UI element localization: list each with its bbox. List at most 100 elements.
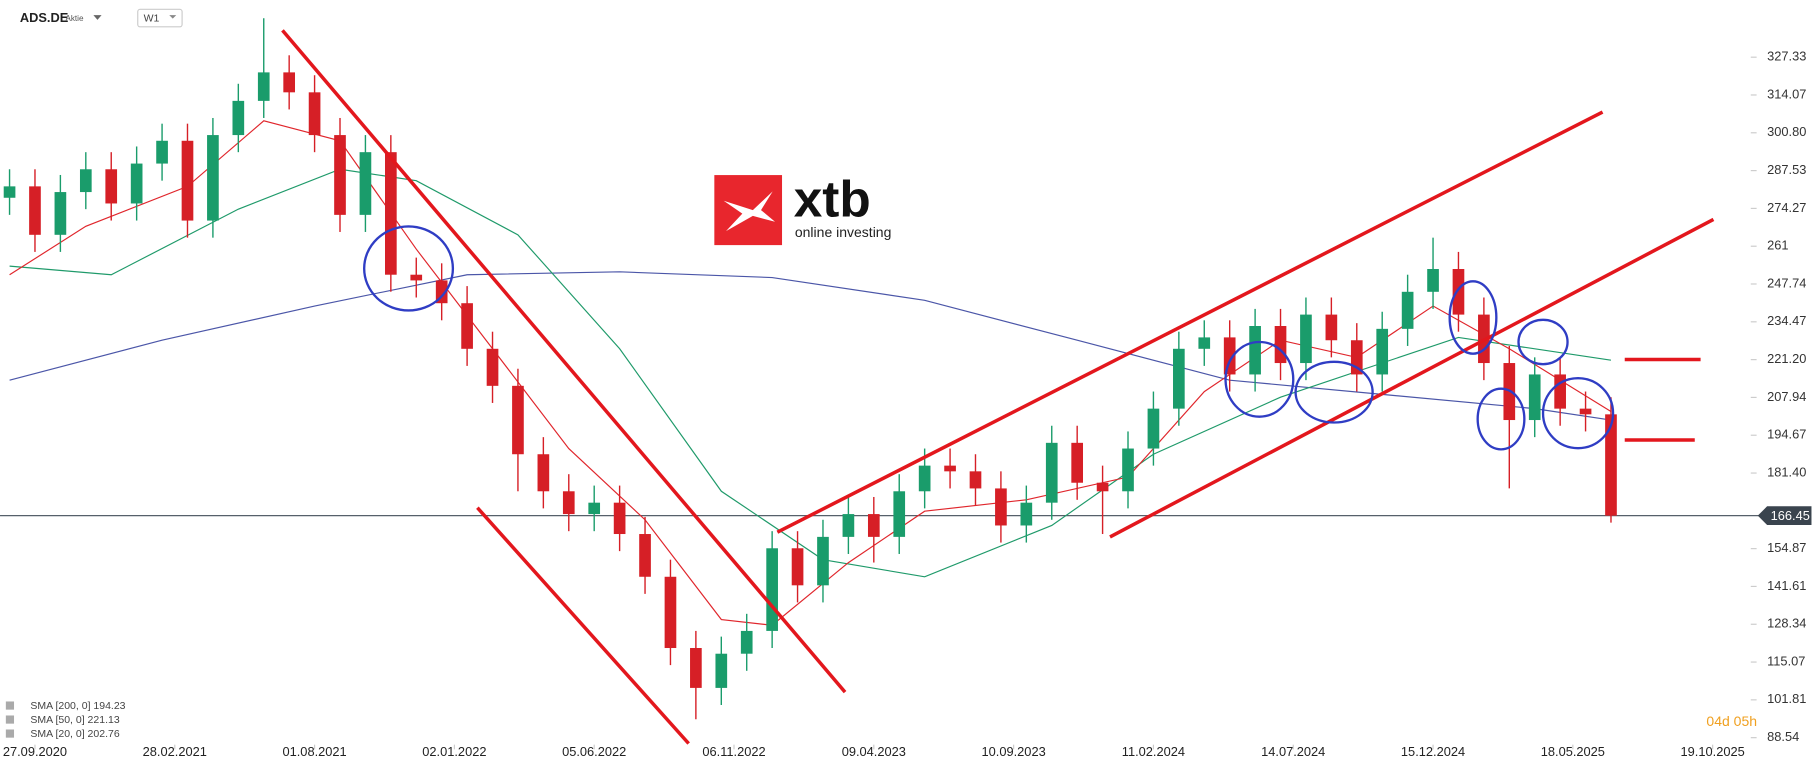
candle-body <box>29 186 41 235</box>
y-tick-label: 194.67 <box>1767 427 1806 442</box>
candle-body <box>1401 291 1414 329</box>
candle-body <box>1249 326 1261 375</box>
candle-body <box>1071 442 1084 483</box>
candle-body <box>486 348 499 386</box>
candle-body <box>3 186 16 198</box>
countdown: 04d 05h <box>1706 713 1757 729</box>
candle-body <box>435 280 448 304</box>
candle-body <box>1376 328 1389 375</box>
candle-body <box>359 152 372 215</box>
trend-line <box>776 110 1604 534</box>
timeframe-select[interactable] <box>137 8 183 28</box>
candle-body <box>969 471 982 489</box>
candle-body <box>334 135 346 215</box>
y-tick-label: 207.94 <box>1767 389 1806 404</box>
candle-body <box>842 514 855 537</box>
candle-body <box>308 92 321 136</box>
legend-entry: SMA [50, 0] 221.13 <box>30 714 119 726</box>
y-tick-label: 287.53 <box>1767 162 1806 177</box>
candle-body <box>1198 337 1211 349</box>
logo-text: xtb <box>794 171 871 228</box>
candle-body <box>1223 337 1236 375</box>
sma-line <box>9 271 1612 421</box>
candle-body <box>664 576 677 649</box>
x-tick-label: 28.02.2021 <box>143 744 207 759</box>
candle-body <box>385 152 397 275</box>
y-tick-label: 221.20 <box>1767 351 1806 366</box>
y-tick-label: 88.54 <box>1767 729 1799 744</box>
candle-body <box>1147 408 1160 449</box>
candle-body <box>613 502 626 535</box>
y-tick-label: 300.80 <box>1767 124 1806 139</box>
circle <box>1224 340 1295 418</box>
candle-body <box>690 648 702 688</box>
candle-body <box>156 140 168 164</box>
candle-body <box>791 548 804 586</box>
candle-body <box>1300 314 1312 364</box>
candle-body <box>995 488 1007 526</box>
dropdown-icon[interactable] <box>93 15 102 20</box>
candle-body <box>232 100 245 136</box>
candle-body <box>461 303 473 349</box>
candle-body <box>54 192 67 235</box>
candle-body <box>1122 448 1134 492</box>
candle-body <box>1452 269 1465 315</box>
x-tick-label: 02.01.2022 <box>422 744 486 759</box>
trend-line <box>1109 217 1715 539</box>
candle-body <box>1554 374 1566 409</box>
candle-body <box>918 465 931 492</box>
candle-body <box>740 630 753 654</box>
price-label: 166.45 <box>1771 508 1810 523</box>
timeframe: W1 <box>144 12 160 24</box>
candle-body <box>537 454 550 492</box>
candle-body <box>639 534 651 577</box>
candle-body <box>257 72 270 101</box>
candle-body <box>79 169 92 193</box>
circle <box>1517 318 1569 366</box>
candle-body <box>512 385 524 455</box>
legend-icon <box>5 715 15 724</box>
y-tick-label: 261 <box>1767 238 1788 253</box>
candle-body <box>1528 374 1541 421</box>
x-tick-label: 15.12.2024 <box>1401 744 1465 759</box>
legend-icon <box>5 701 15 710</box>
y-tick-label: 314.07 <box>1767 86 1806 101</box>
candle-body <box>1605 414 1617 516</box>
candle-body <box>1325 314 1338 341</box>
candle-body <box>1020 502 1033 526</box>
dropdown-icon <box>169 15 177 19</box>
circle <box>1294 360 1374 424</box>
candle-body <box>588 502 601 515</box>
x-tick-label: 14.07.2024 <box>1261 744 1325 759</box>
candle-body <box>1173 348 1185 409</box>
x-tick-label: 05.06.2022 <box>562 744 626 759</box>
logo: xtb online investing <box>714 171 892 246</box>
y-tick-label: 115.07 <box>1767 653 1805 668</box>
axis-layer: 88.54 101.81 115.07 128.34 141.61 154.87 181.4… <box>0 49 1812 759</box>
candle-body <box>867 514 880 537</box>
candle-body <box>766 548 778 631</box>
candle-body <box>1045 442 1058 503</box>
circle <box>1448 280 1498 355</box>
circle <box>1476 387 1526 451</box>
x-tick-label: 27.09.2020 <box>3 744 67 759</box>
legend-entry: SMA [200, 0] 194.23 <box>30 700 125 712</box>
candle-body <box>1350 340 1363 375</box>
y-tick-label: 247.74 <box>1767 275 1806 290</box>
circle <box>363 225 455 312</box>
x-tick-label: 09.04.2023 <box>842 744 906 759</box>
candle-body <box>1274 326 1287 364</box>
instrument-type: Aktie <box>65 14 84 23</box>
candle-body <box>410 274 423 281</box>
y-tick-label: 234.47 <box>1767 313 1806 328</box>
candle-body <box>1427 269 1439 292</box>
symbol: ADS.DE <box>20 10 69 25</box>
trend-line <box>281 29 847 694</box>
candle-body <box>817 536 829 586</box>
candle-body <box>944 465 956 472</box>
y-tick-label: 154.87 <box>1767 540 1806 555</box>
candle-body <box>181 140 194 221</box>
logo-tagline: online investing <box>795 224 892 240</box>
